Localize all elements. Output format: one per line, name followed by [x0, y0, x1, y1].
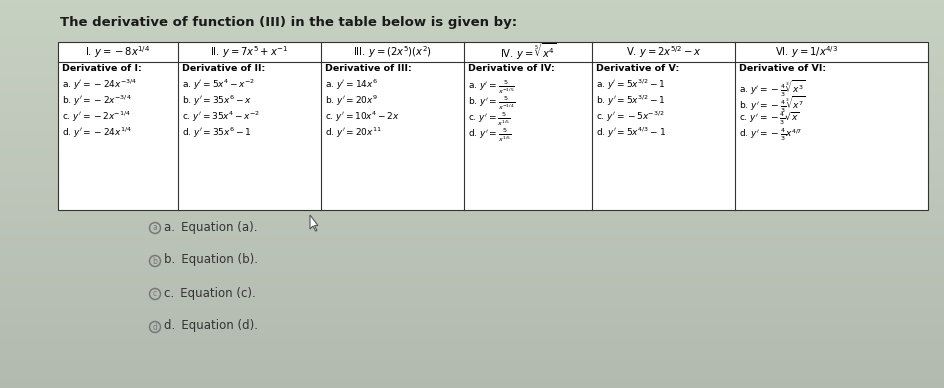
Text: b. $y' = \frac{5}{x^{-1/4}}$: b. $y' = \frac{5}{x^{-1/4}}$ — [467, 94, 514, 112]
Text: d. $y' = 20x^{11}$: d. $y' = 20x^{11}$ — [325, 126, 381, 140]
Text: c.  Equation (c).: c. Equation (c). — [164, 286, 256, 300]
Text: c. $y' = -2x^{-1/4}$: c. $y' = -2x^{-1/4}$ — [62, 110, 131, 125]
Text: c. $y' = -\frac{4}{3}\sqrt{x}$: c. $y' = -\frac{4}{3}\sqrt{x}$ — [738, 110, 799, 126]
Text: a: a — [153, 223, 158, 232]
Text: II. $y = 7x^5 + x^{-1}$: II. $y = 7x^5 + x^{-1}$ — [211, 44, 288, 60]
Text: a. $y' = \frac{5}{x^{-1/5}}$: a. $y' = \frac{5}{x^{-1/5}}$ — [467, 78, 514, 95]
Text: Derivative of I:: Derivative of I: — [62, 64, 142, 73]
Text: d. $y' = -\frac{4}{3}x^{4/7}$: d. $y' = -\frac{4}{3}x^{4/7}$ — [738, 126, 801, 143]
Text: VI. $y = 1/x^{4/3}$: VI. $y = 1/x^{4/3}$ — [774, 44, 837, 60]
Text: b. $y' = -\frac{4}{3}\sqrt[3]{x^7}$: b. $y' = -\frac{4}{3}\sqrt[3]{x^7}$ — [738, 94, 805, 114]
Text: III. $y = (2x^5)(x^2)$: III. $y = (2x^5)(x^2)$ — [353, 44, 431, 60]
Text: IV. $y = \sqrt[5]{x^4}$: IV. $y = \sqrt[5]{x^4}$ — [499, 42, 556, 62]
Text: Derivative of IV:: Derivative of IV: — [467, 64, 554, 73]
Text: Derivative of VI:: Derivative of VI: — [738, 64, 825, 73]
Text: c. $y' = \frac{5}{x^{1/5}}$: c. $y' = \frac{5}{x^{1/5}}$ — [467, 110, 510, 128]
Text: a. $y' = 5x^4 - x^{-2}$: a. $y' = 5x^4 - x^{-2}$ — [182, 78, 255, 92]
Text: b. $y' = 5x^{3/2} - 1$: b. $y' = 5x^{3/2} - 1$ — [596, 94, 666, 108]
Text: d. $y' = 35x^6 - 1$: d. $y' = 35x^6 - 1$ — [182, 126, 251, 140]
Bar — [58, 42, 927, 210]
Text: Derivative of III:: Derivative of III: — [325, 64, 412, 73]
Polygon shape — [310, 215, 318, 231]
Text: b. $y' = -2x^{-3/4}$: b. $y' = -2x^{-3/4}$ — [62, 94, 131, 108]
Text: d. $y' = 5x^{4/3} - 1$: d. $y' = 5x^{4/3} - 1$ — [596, 126, 666, 140]
Text: d: d — [152, 322, 158, 331]
Text: b. $y' = 35x^6 - x$: b. $y' = 35x^6 - x$ — [182, 94, 252, 108]
Text: I. $y = -8x^{1/4}$: I. $y = -8x^{1/4}$ — [85, 44, 150, 60]
Text: a.  Equation (a).: a. Equation (a). — [164, 220, 258, 234]
Text: c. $y' = -5x^{-3/2}$: c. $y' = -5x^{-3/2}$ — [596, 110, 664, 125]
Text: Derivative of V:: Derivative of V: — [596, 64, 679, 73]
Text: a. $y' = 5x^{3/2} - 1$: a. $y' = 5x^{3/2} - 1$ — [596, 78, 665, 92]
Text: c. $y' = 10x^4 - 2x$: c. $y' = 10x^4 - 2x$ — [325, 110, 399, 125]
Text: d. $y' = \frac{5}{x^{1/5}}$: d. $y' = \frac{5}{x^{1/5}}$ — [467, 126, 511, 144]
Text: b: b — [152, 256, 158, 265]
Text: The derivative of function (III) in the table below is given by:: The derivative of function (III) in the … — [59, 16, 516, 29]
Text: c. $y' = 35x^4 - x^{-2}$: c. $y' = 35x^4 - x^{-2}$ — [182, 110, 261, 125]
Text: d.  Equation (d).: d. Equation (d). — [164, 319, 259, 333]
Text: a. $y' = 14x^6$: a. $y' = 14x^6$ — [325, 78, 378, 92]
Text: d. $y' = -24x^{1/4}$: d. $y' = -24x^{1/4}$ — [62, 126, 132, 140]
Text: b.  Equation (b).: b. Equation (b). — [164, 253, 259, 267]
Text: c: c — [153, 289, 157, 298]
Text: a. $y' = -\frac{4}{3}\sqrt[3]{x^3}$: a. $y' = -\frac{4}{3}\sqrt[3]{x^3}$ — [738, 78, 804, 99]
Text: b. $y' = 20x^9$: b. $y' = 20x^9$ — [325, 94, 378, 108]
Text: V. $y = 2x^{5/2} - x$: V. $y = 2x^{5/2} - x$ — [625, 44, 700, 60]
Text: Derivative of II:: Derivative of II: — [182, 64, 265, 73]
Text: a. $y' = -24x^{-3/4}$: a. $y' = -24x^{-3/4}$ — [62, 78, 137, 92]
